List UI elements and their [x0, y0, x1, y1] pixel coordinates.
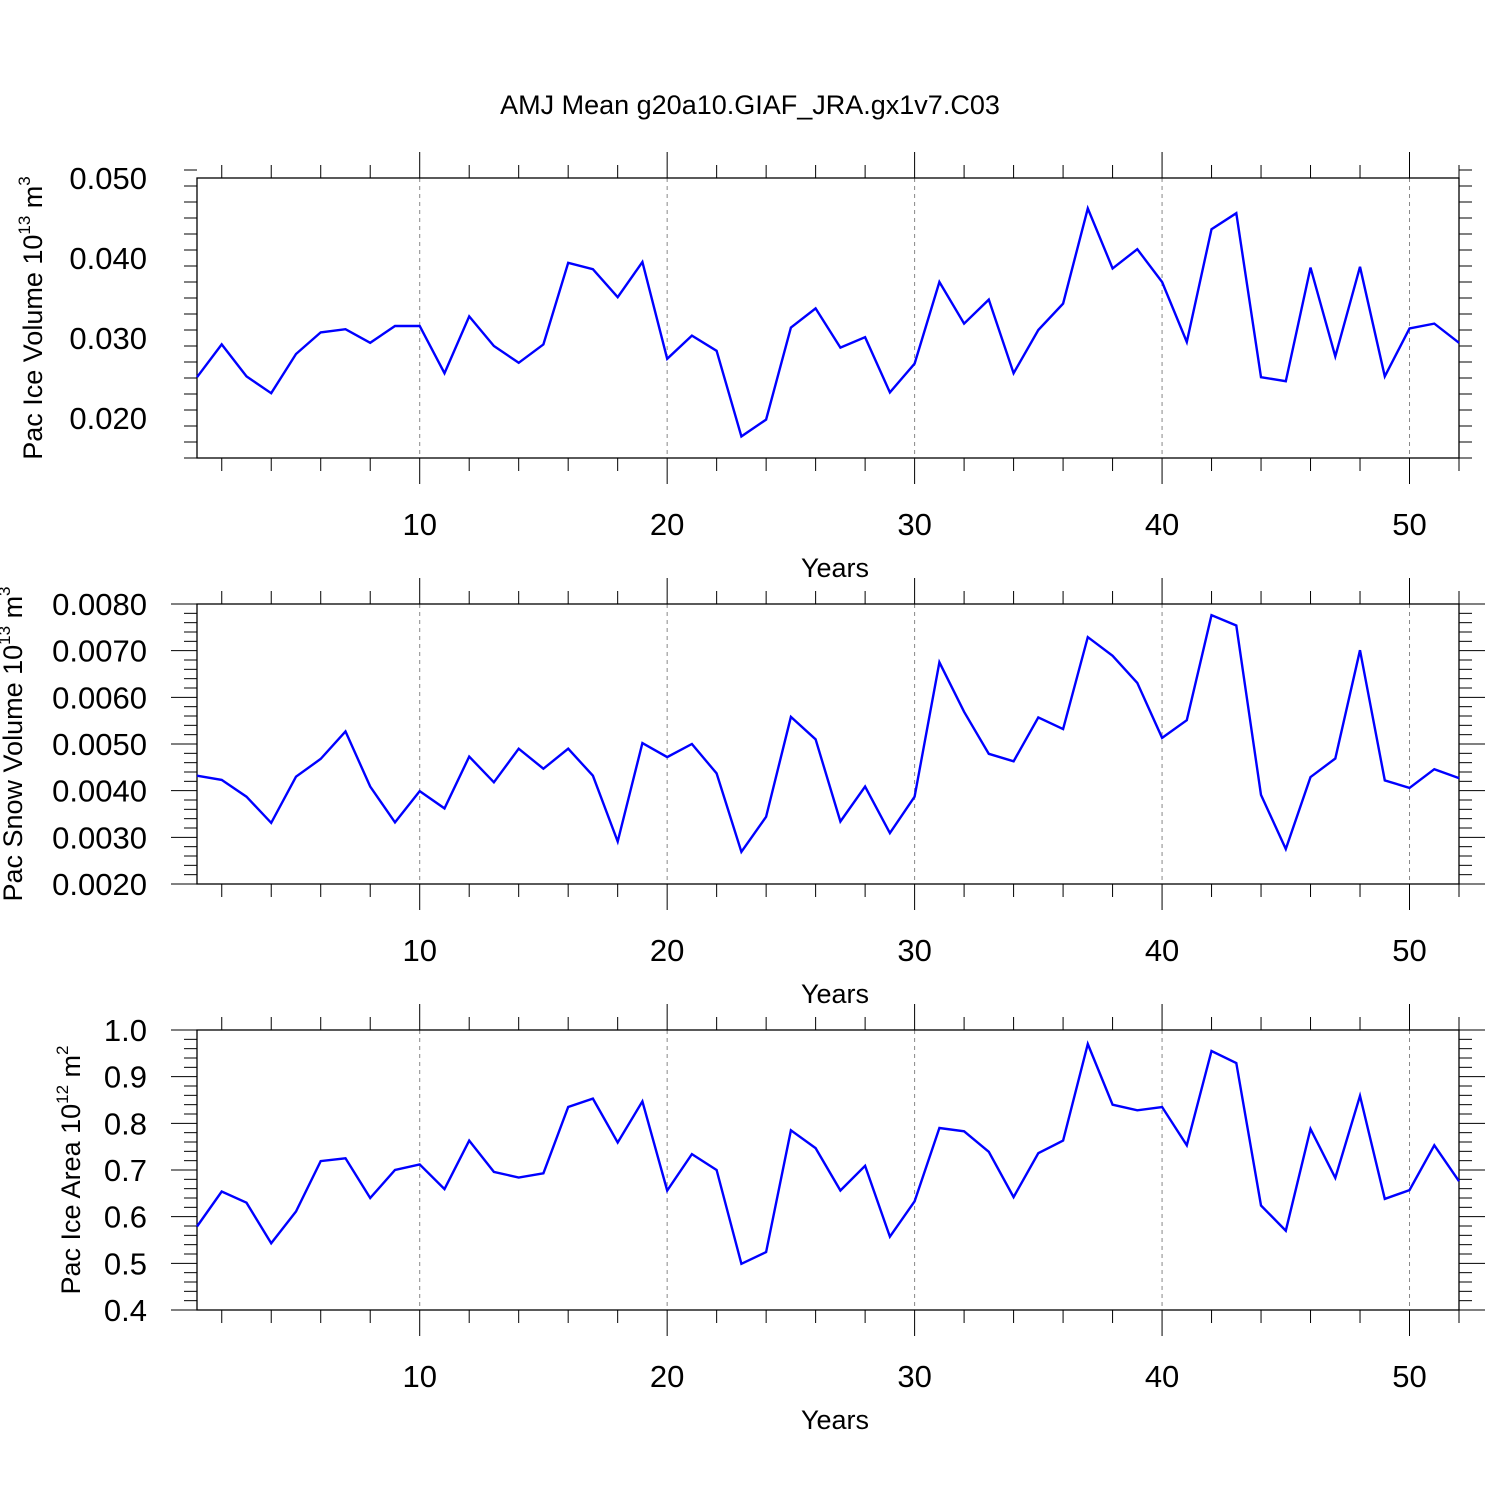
panel-3: 10 20 30 40 50 Years 0.4 0.5 0.6 0.7 0.8 0.9 1.0 Pac …	[53, 1004, 1485, 1435]
series-line	[196, 204, 1460, 439]
y-tick-label: 0.0040	[52, 774, 147, 809]
y-tick-label: 0.6	[104, 1200, 147, 1235]
y-tick-label: 1.0	[104, 1013, 147, 1048]
y-tick-label: 0.050	[69, 161, 147, 196]
x-tick-label: 50	[1392, 1359, 1426, 1394]
series-line	[196, 1040, 1460, 1266]
x-axis-label: Years	[801, 979, 869, 1009]
x-tick-label: 50	[1392, 933, 1426, 968]
x-tick-label: 40	[1145, 933, 1179, 968]
x-tick-label: 40	[1145, 1359, 1179, 1394]
y-axis-label: Pac Snow Volume 1013 m3	[0, 586, 28, 901]
y-tick-label: 0.4	[104, 1293, 147, 1328]
x-tick-label: 10	[402, 1359, 436, 1394]
x-tick-label: 40	[1145, 507, 1179, 542]
panel-1: 10 20 30 40 50 Years 0.020 0.030 0.040 0.050 Pac I…	[15, 152, 1472, 583]
chart-title: AMJ Mean g20a10.GIAF_JRA.gx1v7.C03	[500, 90, 1000, 120]
y-tick-label: 0.0080	[52, 587, 147, 622]
series-line	[196, 613, 1460, 855]
y-tick-label: 0.0050	[52, 727, 147, 762]
y-tick-label: 0.0030	[52, 820, 147, 855]
y-tick-label: 0.0020	[52, 867, 147, 902]
x-tick-label: 20	[650, 933, 684, 968]
y-tick-label: 0.0060	[52, 680, 147, 715]
y-tick-label: 0.040	[69, 241, 147, 276]
y-tick-label: 0.0070	[52, 634, 147, 669]
x-tick-label: 50	[1392, 507, 1426, 542]
y-axis-label: Pac Ice Area 1012 m2	[53, 1045, 86, 1294]
x-tick-label: 30	[897, 507, 931, 542]
x-tick-label: 10	[402, 507, 436, 542]
panel-2: 10 20 30 40 50 Years 0.0020 0.0030 0.0040 0.0050 0…	[0, 578, 1485, 1009]
plot-frame	[196, 177, 1460, 459]
plot-frame	[196, 603, 1460, 885]
x-tick-label: 20	[650, 507, 684, 542]
x-tick-label: 30	[897, 1359, 931, 1394]
x-axis-label: Years	[801, 1405, 869, 1435]
y-axis-label: Pac Ice Volume 1013 m3	[15, 176, 48, 460]
y-tick-label: 0.5	[104, 1246, 147, 1281]
y-tick-label: 0.030	[69, 321, 147, 356]
x-tick-label: 10	[402, 933, 436, 968]
y-tick-label: 0.8	[104, 1106, 147, 1141]
x-axis-label: Years	[801, 553, 869, 583]
y-tick-label: 0.9	[104, 1060, 147, 1095]
x-tick-label: 20	[650, 1359, 684, 1394]
y-tick-label: 0.7	[104, 1153, 147, 1188]
y-tick-label: 0.020	[69, 401, 147, 436]
x-tick-label: 30	[897, 933, 931, 968]
